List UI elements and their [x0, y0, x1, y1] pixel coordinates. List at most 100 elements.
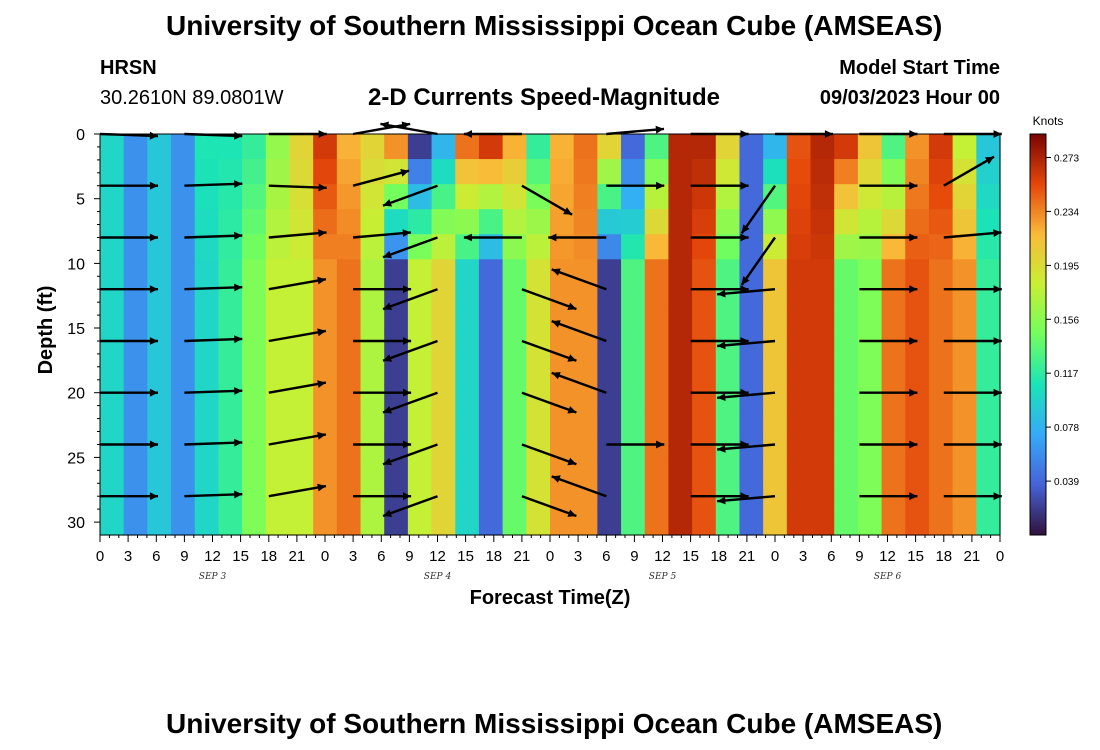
heatmap-cell [171, 434, 196, 461]
heatmap-cell [786, 484, 812, 511]
heatmap-cell [668, 209, 693, 235]
heatmap-cell [976, 184, 1001, 210]
current-vector [352, 169, 410, 187]
heatmap-cell [242, 359, 267, 386]
heatmap-cell [526, 484, 551, 511]
heatmap-cell [123, 259, 148, 285]
heatmap-cell [336, 184, 362, 210]
heatmap-cell [763, 334, 788, 361]
heatmap-cell [644, 509, 670, 536]
current-vector-arrowhead [318, 183, 327, 192]
current-vector [382, 184, 438, 207]
heatmap-cell [242, 309, 267, 336]
heatmap-cell [692, 259, 717, 285]
heatmap-cell [905, 159, 930, 185]
x-tick-label: 0 [321, 548, 329, 565]
colorbar [1029, 133, 1047, 536]
heatmap-cell [242, 259, 267, 285]
heatmap-cell [857, 309, 883, 336]
current-vector [740, 185, 776, 234]
heatmap-cell [810, 209, 835, 235]
heatmap-cell [313, 209, 338, 235]
heatmap-cell [621, 309, 646, 336]
heatmap-cell [928, 209, 954, 235]
heatmap-cell [526, 509, 551, 536]
heatmap-cell [857, 334, 883, 361]
heatmap-cell [455, 209, 480, 235]
heatmap-cell [360, 234, 385, 260]
heatmap-cell [928, 184, 954, 210]
current-vector [268, 184, 327, 189]
current-vector-arrowhead [717, 341, 726, 350]
x-tick-label: 3 [349, 548, 357, 565]
heatmap-cell [194, 384, 220, 411]
heatmap-cell [336, 484, 362, 511]
heatmap-cell [431, 134, 456, 160]
heatmap-cell [786, 409, 812, 436]
heatmap-cell [289, 459, 314, 486]
x-tick-label: 21 [289, 548, 306, 565]
current-vector-arrowhead [403, 492, 412, 501]
heatmap-cell [857, 384, 883, 411]
heatmap-cell [313, 459, 338, 486]
heatmap-cell [573, 209, 598, 235]
heatmap-cell [668, 309, 693, 336]
heatmap-cell [171, 334, 196, 361]
heatmap-cell [384, 134, 409, 160]
heatmap-cell [644, 459, 670, 486]
current-vector [551, 319, 607, 343]
heatmap-cell [123, 184, 148, 210]
heatmap-cell [265, 359, 291, 386]
heatmap-cell [431, 359, 456, 386]
heatmap-cell [621, 259, 646, 285]
heatmap-cell [668, 509, 693, 536]
current-vector [184, 441, 243, 446]
heatmap-cell [242, 509, 267, 536]
heatmap-cell [976, 509, 1001, 536]
heatmap-cell [928, 309, 954, 336]
heatmap-cell [905, 259, 930, 285]
current-vector-arrowhead [463, 233, 472, 242]
heatmap-cell [431, 459, 456, 486]
current-vector-arrowhead [383, 509, 392, 517]
heatmap-cell [692, 134, 717, 160]
heatmap-cell [502, 359, 527, 386]
heatmap-cell [573, 409, 598, 436]
heatmap-cell [621, 334, 646, 361]
heatmap-cell [313, 159, 338, 185]
heatmap-cell [668, 159, 693, 185]
current-vector-arrowhead [740, 181, 749, 190]
heatmap-cell [857, 134, 883, 160]
heatmap-cell [218, 184, 243, 210]
heatmap-cell [194, 134, 220, 160]
heatmap-cell [976, 459, 1001, 486]
current-vector-arrowhead [567, 457, 577, 466]
colorbar-tick-label: 0.156 [1054, 315, 1079, 326]
heatmap-cell [597, 484, 622, 511]
heatmap-cell [573, 434, 598, 461]
heatmap-cell [502, 184, 527, 210]
heatmap-cell [218, 309, 243, 336]
heatmap-cell [384, 309, 409, 336]
x-tick-label: 0 [96, 548, 104, 565]
heatmap-cell [147, 384, 172, 411]
heatmap-cell [692, 484, 717, 511]
current-vector [268, 433, 327, 446]
heatmap-cell [597, 259, 622, 285]
heatmap-cell [597, 459, 622, 486]
heatmap-cell [976, 134, 1001, 160]
current-vector [521, 443, 577, 466]
x-tick-label: 18 [260, 548, 277, 565]
heatmap-cell [478, 459, 504, 486]
heatmap-cell [171, 159, 196, 185]
heatmap-cell [763, 459, 788, 486]
heatmap-cell [928, 384, 954, 411]
heatmap-cell [597, 434, 622, 461]
heatmap-cell [834, 234, 859, 260]
heatmap-cell [668, 359, 693, 386]
heatmap-cell [289, 284, 314, 311]
heatmap-cell [621, 284, 646, 311]
heatmap-cell [242, 184, 267, 210]
heatmap-cell [289, 209, 314, 235]
heatmap-cell [834, 509, 859, 536]
